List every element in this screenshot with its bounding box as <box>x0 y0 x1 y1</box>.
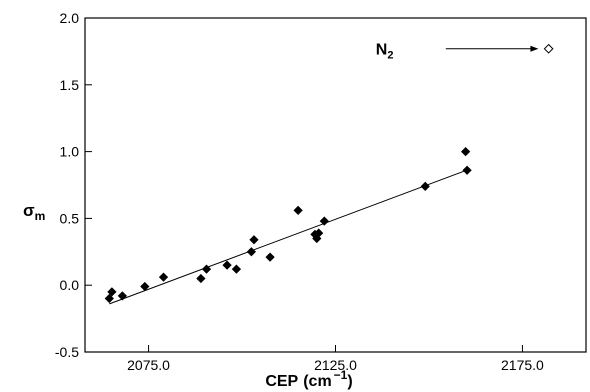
y-tick-label: 0.0 <box>60 277 80 293</box>
y-tick-label: 2.0 <box>60 10 80 26</box>
x-tick-label: 2175.0 <box>501 357 544 373</box>
n2-data-point <box>543 43 554 54</box>
x-axis-label: CEP <box>265 373 298 390</box>
y-axis-label: σ <box>23 201 35 220</box>
data-point <box>246 247 257 257</box>
data-point <box>117 291 128 301</box>
data-point <box>231 264 242 274</box>
x-tick-label: 2125.0 <box>314 357 357 373</box>
annotation-arrowhead <box>530 45 539 52</box>
data-point <box>293 205 303 216</box>
data-point <box>104 293 114 304</box>
y-axis-title: σm <box>23 201 45 223</box>
data-point <box>201 264 212 274</box>
y-axis-label-subscript: m <box>35 209 46 223</box>
x-axis-unit-close: ) <box>347 373 352 390</box>
data-point <box>265 252 275 262</box>
annotation-group: N2 <box>376 42 539 62</box>
y-axis: -0.5 0.0 0.5 1.0 1.5 2.0 <box>55 10 92 360</box>
x-tick-label: 2075.0 <box>127 357 170 373</box>
y-tick-label: 0.5 <box>60 210 80 226</box>
x-axis-unit-superscript: −1 <box>334 368 348 382</box>
y-tick-label: 1.0 <box>60 144 80 160</box>
data-point <box>312 233 322 244</box>
data-point <box>462 165 472 175</box>
x-axis: 2075.0 2125.0 2175.0 <box>127 345 544 373</box>
y-tick-label: 1.5 <box>60 77 80 93</box>
plot-area <box>84 17 587 353</box>
data-point <box>158 272 169 282</box>
data-point <box>460 146 471 157</box>
annotation-label: N2 <box>376 42 394 62</box>
data-point <box>314 228 324 238</box>
data-points <box>104 43 554 304</box>
data-point <box>249 235 259 245</box>
data-point <box>140 281 150 292</box>
y-tick-label: -0.5 <box>55 344 79 360</box>
fit-line <box>109 169 467 305</box>
x-axis-unit: (cm <box>303 373 331 390</box>
data-point <box>196 273 206 284</box>
data-point <box>420 181 430 191</box>
data-point <box>319 216 329 226</box>
fit-line-group <box>109 169 467 305</box>
plot-frame <box>84 17 587 353</box>
x-axis-title: CEP (cm −1) <box>265 368 352 390</box>
data-point <box>107 287 117 297</box>
data-point <box>222 260 232 270</box>
